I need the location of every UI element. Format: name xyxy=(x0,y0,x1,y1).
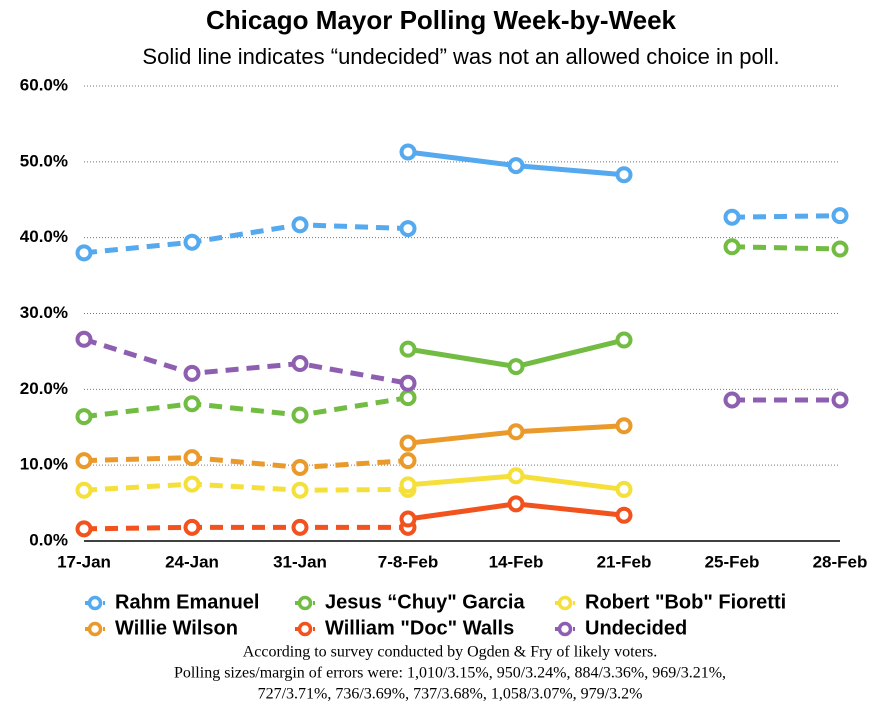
point-marker xyxy=(291,518,309,536)
point-marker xyxy=(615,331,633,349)
legend-marker xyxy=(87,595,103,611)
point-marker xyxy=(723,208,741,226)
point-marker xyxy=(831,391,849,409)
point-marker xyxy=(291,458,309,476)
point-marker xyxy=(183,518,201,536)
point-marker xyxy=(507,358,525,376)
dashed-line xyxy=(83,481,409,493)
point-marker xyxy=(75,408,93,426)
x-tick-label: 28-Feb xyxy=(813,552,868,571)
legend-marker xyxy=(557,595,573,611)
legend-label: Rahm Emanuel xyxy=(115,591,259,613)
y-tick-label: 60.0% xyxy=(20,75,68,94)
point-marker xyxy=(831,240,849,258)
point-marker xyxy=(399,143,417,161)
point-marker xyxy=(399,434,417,452)
x-tick-label: 7-8-Feb xyxy=(378,552,438,571)
x-tick-label: 25-Feb xyxy=(705,552,760,571)
legend-label: Robert "Bob" Fioretti xyxy=(585,591,786,613)
dashed-line xyxy=(731,244,841,252)
x-tick-label: 24-Jan xyxy=(165,552,219,571)
point-marker xyxy=(75,330,93,348)
y-tick-label: 20.0% xyxy=(20,379,68,398)
point-marker xyxy=(507,157,525,175)
point-marker xyxy=(75,481,93,499)
point-marker xyxy=(399,374,417,392)
point-marker xyxy=(615,166,633,184)
point-marker xyxy=(615,417,633,435)
y-tick-label: 40.0% xyxy=(20,227,68,246)
x-tick-label: 14-Feb xyxy=(489,552,544,571)
dashed-line xyxy=(83,336,409,386)
y-tick-label: 0.0% xyxy=(29,530,68,549)
x-tick-label: 17-Jan xyxy=(57,552,111,571)
footnote: 727/3.71%, 736/3.69%, 737/3.68%, 1,058/3… xyxy=(258,686,643,703)
legend-marker xyxy=(87,621,103,637)
dashed-line xyxy=(83,222,409,256)
point-marker xyxy=(831,207,849,225)
point-marker xyxy=(507,423,525,441)
point-marker xyxy=(183,449,201,467)
point-marker xyxy=(75,452,93,470)
chart-subtitle: Solid line indicates “undecided” was not… xyxy=(142,44,779,69)
legend-label: Undecided xyxy=(585,617,687,639)
chart-title: Chicago Mayor Polling Week-by-Week xyxy=(206,5,677,35)
point-marker xyxy=(399,389,417,407)
point-marker xyxy=(615,480,633,498)
legend-label: William "Doc" Walls xyxy=(325,617,514,639)
point-marker xyxy=(75,244,93,262)
y-tick-label: 30.0% xyxy=(20,303,68,322)
point-marker xyxy=(183,233,201,251)
legend-label: Jesus “Chuy" Garcia xyxy=(325,591,525,613)
dashed-line xyxy=(83,524,408,532)
point-marker xyxy=(723,391,741,409)
dashed-line xyxy=(83,395,409,420)
point-marker xyxy=(507,495,525,513)
x-tick-label: 21-Feb xyxy=(597,552,652,571)
legend-label: Willie Wilson xyxy=(115,617,238,639)
y-tick-label: 10.0% xyxy=(20,455,68,474)
legend-marker xyxy=(557,621,573,637)
footnote: According to survey conducted by Ogden &… xyxy=(243,644,658,661)
point-marker xyxy=(291,216,309,234)
legend-marker xyxy=(297,595,313,611)
y-tick-label: 50.0% xyxy=(20,151,68,170)
point-marker xyxy=(723,238,741,256)
x-tick-label: 31-Jan xyxy=(273,552,327,571)
footnote: Polling sizes/margin of errors were: 1,0… xyxy=(174,665,726,682)
point-marker xyxy=(399,220,417,238)
point-marker xyxy=(399,476,417,494)
point-marker xyxy=(183,395,201,413)
point-marker xyxy=(399,340,417,358)
point-marker xyxy=(75,520,93,538)
point-marker xyxy=(183,475,201,493)
dashed-line xyxy=(731,213,841,220)
point-marker xyxy=(615,506,633,524)
point-marker xyxy=(399,510,417,528)
point-marker xyxy=(399,452,417,470)
point-marker xyxy=(291,481,309,499)
point-marker xyxy=(291,355,309,373)
dashed-line xyxy=(83,455,409,470)
point-marker xyxy=(183,364,201,382)
legend-marker xyxy=(297,621,313,637)
point-marker xyxy=(291,406,309,424)
point-marker xyxy=(507,467,525,485)
